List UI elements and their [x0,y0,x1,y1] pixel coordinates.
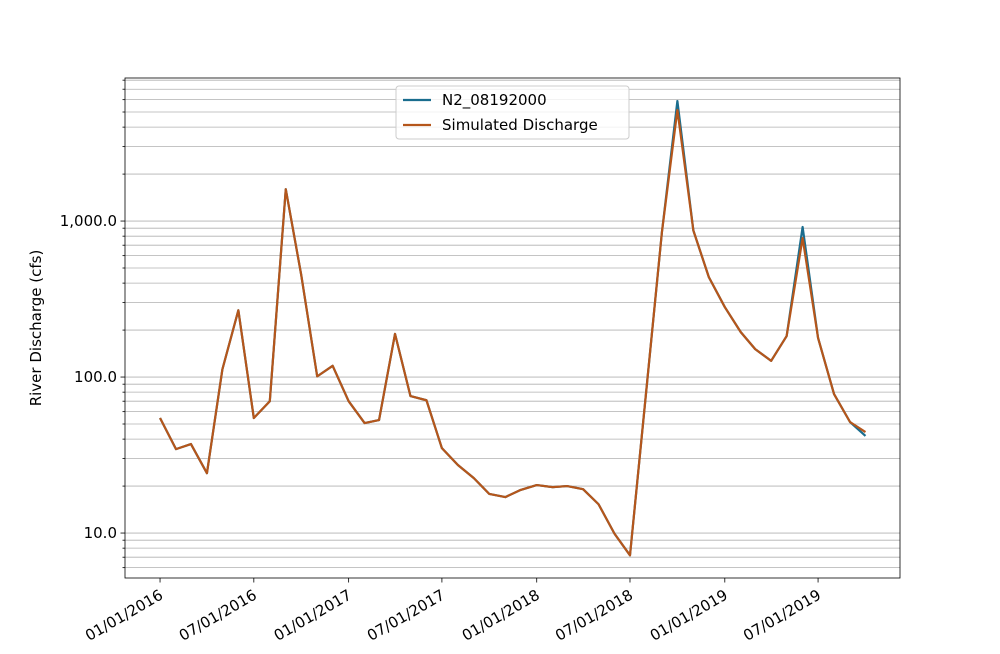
y-tick-label: 1,000.0 [60,212,117,230]
y-axis-label: River Discharge (cfs) [27,250,45,407]
line-series [159,108,867,557]
plot-frame [124,77,901,579]
legend: N2_08192000 Simulated Discharge [395,85,630,140]
line-series [159,99,867,557]
legend-label: Simulated Discharge [442,116,598,134]
x-tick-label: 07/01/2018 [552,586,636,645]
y-tick-label: 100.0 [74,368,117,386]
y-tick-label: 10.0 [84,524,117,542]
x-tick-label: 01/01/2017 [271,586,355,645]
x-tick-label: 07/01/2017 [364,586,448,645]
x-tick-label: 01/01/2016 [82,586,166,645]
legend-box [395,85,630,140]
legend-label: N2_08192000 [442,91,547,110]
x-tick-label: 01/01/2019 [647,586,731,645]
x-tick-label: 07/01/2019 [740,586,824,645]
x-tick-label: 01/01/2018 [459,586,543,645]
x-tick-label: 07/01/2016 [176,586,260,645]
